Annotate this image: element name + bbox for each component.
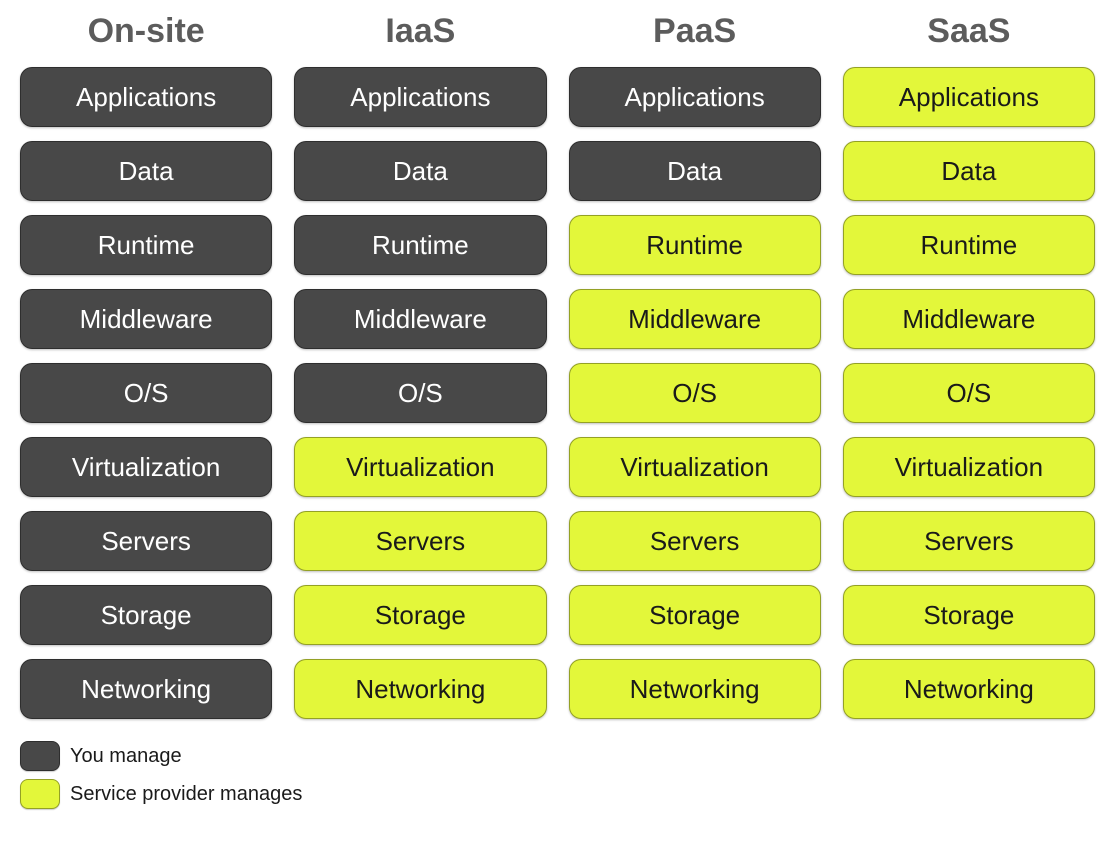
layer-box: Applications bbox=[294, 67, 546, 127]
layer-box: Applications bbox=[20, 67, 272, 127]
layer-box: Runtime bbox=[294, 215, 546, 275]
layer-box: Data bbox=[843, 141, 1095, 201]
column-header-saas: SaaS bbox=[843, 12, 1095, 53]
legend-row-provider: Service provider manages bbox=[20, 779, 1095, 809]
layer-box: Applications bbox=[569, 67, 821, 127]
legend-label-you: You manage bbox=[70, 745, 182, 768]
layer-box: O/S bbox=[20, 363, 272, 423]
layer-box: Virtualization bbox=[569, 437, 821, 497]
column-header-paas: PaaS bbox=[569, 12, 821, 53]
layer-box: Runtime bbox=[843, 215, 1095, 275]
layer-box: Data bbox=[20, 141, 272, 201]
layer-box: Storage bbox=[20, 585, 272, 645]
layer-box: Storage bbox=[569, 585, 821, 645]
layer-box: Middleware bbox=[20, 289, 272, 349]
layer-box: Data bbox=[569, 141, 821, 201]
layer-box: Networking bbox=[20, 659, 272, 719]
legend-label-provider: Service provider manages bbox=[70, 783, 302, 806]
layer-box: Middleware bbox=[294, 289, 546, 349]
layer-box: Virtualization bbox=[20, 437, 272, 497]
layer-box: Storage bbox=[843, 585, 1095, 645]
legend: You manage Service provider manages bbox=[20, 741, 1095, 809]
layer-box: Applications bbox=[843, 67, 1095, 127]
layer-box: Networking bbox=[294, 659, 546, 719]
layer-box: Storage bbox=[294, 585, 546, 645]
layer-box: Servers bbox=[20, 511, 272, 571]
layer-box: Runtime bbox=[569, 215, 821, 275]
column-header-iaas: IaaS bbox=[294, 12, 546, 53]
layer-box: O/S bbox=[294, 363, 546, 423]
layer-box: O/S bbox=[843, 363, 1095, 423]
layer-box: Networking bbox=[843, 659, 1095, 719]
layer-box: Virtualization bbox=[294, 437, 546, 497]
column-header-onsite: On-site bbox=[20, 12, 272, 53]
layer-box: Servers bbox=[569, 511, 821, 571]
layer-box: Virtualization bbox=[843, 437, 1095, 497]
layer-box: Servers bbox=[294, 511, 546, 571]
legend-swatch-provider bbox=[20, 779, 60, 809]
layer-box: Middleware bbox=[569, 289, 821, 349]
legend-swatch-you bbox=[20, 741, 60, 771]
legend-row-you: You manage bbox=[20, 741, 1095, 771]
layer-box: Networking bbox=[569, 659, 821, 719]
layer-box: Runtime bbox=[20, 215, 272, 275]
layer-box: Servers bbox=[843, 511, 1095, 571]
layer-box: Data bbox=[294, 141, 546, 201]
layer-box: O/S bbox=[569, 363, 821, 423]
layer-box: Middleware bbox=[843, 289, 1095, 349]
service-model-grid: On-site IaaS PaaS SaaS Applications Appl… bbox=[20, 12, 1095, 719]
